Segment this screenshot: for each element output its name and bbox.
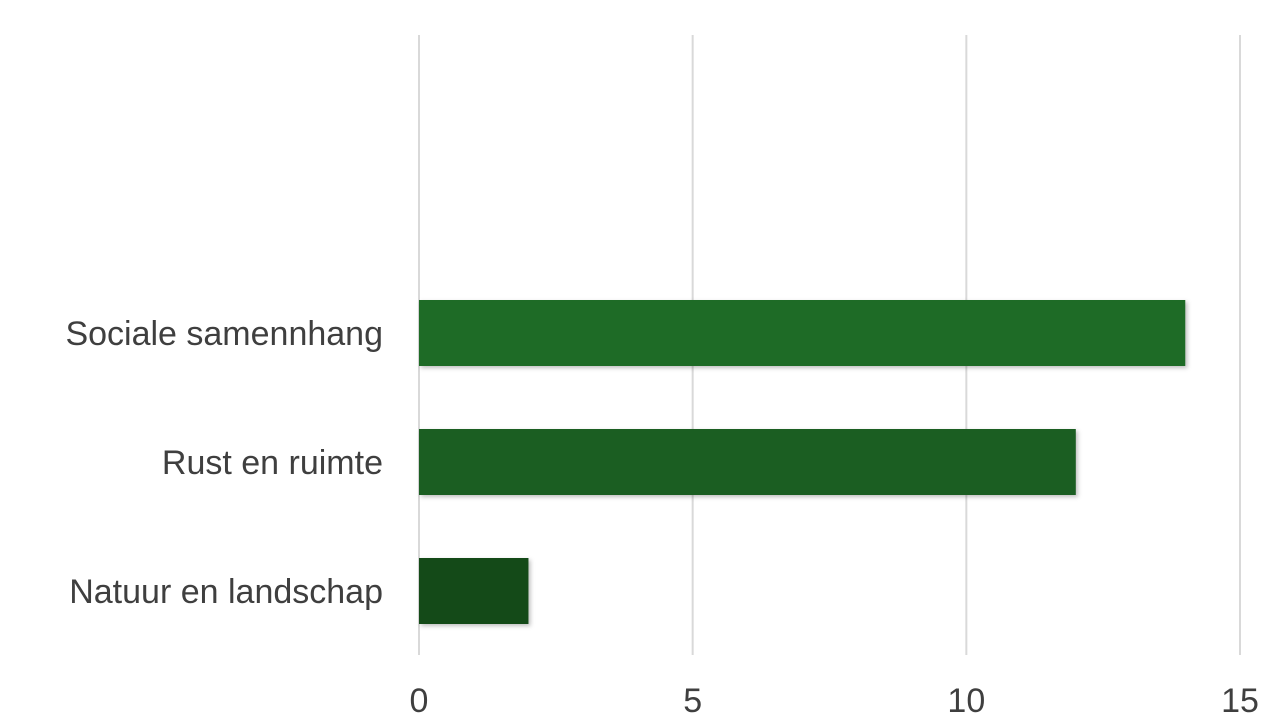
x-tick-label-10: 10 xyxy=(947,682,985,720)
x-tick-label-15: 15 xyxy=(1221,682,1259,720)
bar-sociale-samennhang xyxy=(419,300,1186,366)
bars xyxy=(419,300,1186,624)
bar-rust-en-ruimte xyxy=(419,429,1076,495)
category-labels: Sociale samennhang Rust en ruimte Natuur e… xyxy=(65,315,383,611)
x-tick-label-0: 0 xyxy=(410,682,429,720)
category-label: Rust en ruimte xyxy=(162,444,383,482)
bar-natuur-en-landschap xyxy=(419,558,529,624)
x-axis-tick-labels: 0 5 10 15 xyxy=(410,682,1259,720)
category-label: Sociale samennhang xyxy=(65,315,383,353)
x-tick-label-5: 5 xyxy=(683,682,702,720)
category-label: Natuur en landschap xyxy=(69,573,383,611)
